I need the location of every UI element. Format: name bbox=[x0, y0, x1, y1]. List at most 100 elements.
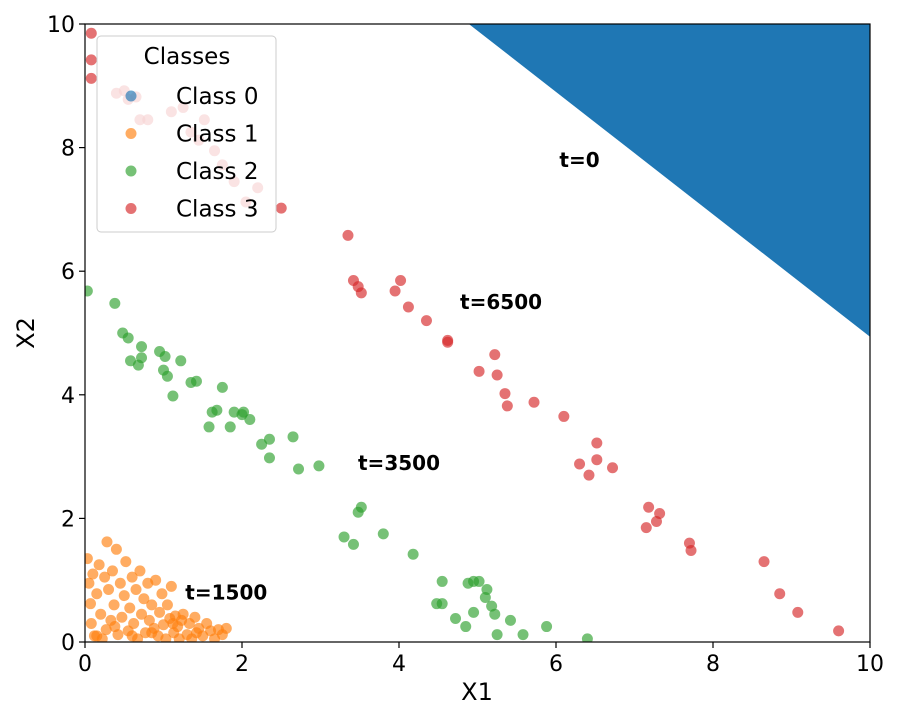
y-tick-label: 0 bbox=[61, 631, 75, 656]
class-2-point bbox=[504, 614, 516, 626]
class-3-point bbox=[685, 545, 697, 557]
class-2-point bbox=[338, 531, 350, 543]
class-1-point bbox=[138, 593, 150, 605]
class-1-point bbox=[99, 571, 111, 583]
class-1-point bbox=[114, 577, 126, 589]
x-tick-label: 10 bbox=[856, 652, 884, 677]
class-3-point bbox=[792, 606, 804, 618]
class-3-point bbox=[833, 625, 845, 637]
y-tick-label: 8 bbox=[61, 137, 75, 162]
axes: 0 2 4 6 8 10 0 2 4 6 8 10 bbox=[47, 13, 884, 677]
class-1-point bbox=[120, 556, 132, 568]
class-3-point bbox=[758, 556, 770, 568]
class-2-point bbox=[450, 613, 462, 625]
class-2-point bbox=[238, 406, 250, 418]
class-2-point bbox=[541, 621, 553, 633]
class-3-point bbox=[85, 54, 97, 66]
class-1-point bbox=[167, 617, 179, 629]
class-1-point bbox=[110, 543, 122, 555]
class-1-point bbox=[128, 617, 140, 629]
legend-entry-label: Class 0 bbox=[176, 84, 258, 110]
class-1-point bbox=[108, 599, 120, 611]
class-3-point bbox=[591, 437, 603, 449]
legend-marker bbox=[125, 203, 137, 214]
legend-entry-label: Class 3 bbox=[176, 197, 258, 223]
class-1-point bbox=[154, 606, 166, 618]
class-3-point bbox=[85, 27, 97, 39]
class-3-point bbox=[355, 287, 367, 299]
class-2-point bbox=[473, 575, 485, 587]
class-1-point bbox=[126, 571, 138, 583]
class-3-point bbox=[774, 588, 786, 600]
class-2-point bbox=[287, 431, 299, 443]
y-axis-label: X2 bbox=[12, 317, 40, 349]
class-0-region bbox=[468, 24, 870, 337]
class-1-point bbox=[85, 598, 96, 610]
class-2-point bbox=[377, 528, 389, 540]
x-tick-label: 4 bbox=[392, 652, 406, 677]
legend-entry-label: Class 2 bbox=[176, 159, 258, 185]
class-1-point bbox=[143, 614, 155, 626]
x-tick-label: 8 bbox=[706, 652, 720, 677]
class-2-point bbox=[581, 633, 593, 642]
class-2-point bbox=[244, 414, 256, 426]
y-tick-label: 2 bbox=[61, 507, 75, 532]
class-2-point bbox=[407, 548, 419, 560]
plot-area bbox=[85, 24, 870, 642]
class-1-point bbox=[93, 559, 105, 571]
class-2-point bbox=[122, 332, 134, 344]
class-1-point bbox=[146, 599, 158, 611]
legend-title: Classes bbox=[144, 44, 231, 70]
legend-marker bbox=[125, 90, 137, 102]
y-tick-label: 4 bbox=[61, 384, 75, 409]
class-2-point bbox=[256, 438, 268, 450]
class-1-point bbox=[85, 553, 93, 565]
class-2-point bbox=[263, 452, 275, 464]
legend-marker bbox=[125, 165, 137, 177]
class-2-point bbox=[313, 460, 325, 472]
class-1-point bbox=[190, 627, 202, 639]
class-3-point bbox=[574, 458, 586, 470]
class-2-point bbox=[347, 538, 359, 550]
class-1-point bbox=[156, 588, 168, 600]
annotations: t=0 t=6500 t=3500 t=1500 bbox=[185, 148, 599, 605]
class-2-point bbox=[211, 404, 223, 416]
class-2-point bbox=[161, 370, 173, 382]
legend-marker bbox=[125, 128, 137, 139]
class-1-point bbox=[116, 611, 128, 623]
class-3-point bbox=[402, 301, 414, 313]
legend-box bbox=[96, 35, 277, 233]
class-1-point bbox=[101, 536, 113, 548]
class-1-point bbox=[177, 608, 189, 620]
class-1-point bbox=[103, 583, 115, 595]
class-1-point bbox=[189, 611, 201, 623]
class-3-point bbox=[395, 274, 407, 286]
time-annotation: t=1500 bbox=[185, 581, 267, 605]
legend-entry-label: Class 1 bbox=[176, 122, 258, 148]
class-1-point bbox=[220, 622, 232, 634]
class-1-point bbox=[118, 590, 130, 602]
class-3-point bbox=[643, 501, 655, 513]
class-3-point bbox=[591, 454, 603, 466]
class-2-point bbox=[216, 381, 228, 393]
class-1-point bbox=[106, 565, 118, 577]
class-1-point bbox=[109, 621, 121, 633]
class-1-point bbox=[124, 602, 136, 614]
class-2-point bbox=[263, 433, 275, 445]
y-tick-label: 10 bbox=[47, 13, 75, 38]
class-3-point bbox=[420, 315, 432, 327]
class-2-point bbox=[468, 606, 480, 618]
class-1-point bbox=[150, 574, 162, 586]
class-2-point bbox=[159, 350, 171, 362]
class-1-point bbox=[134, 565, 146, 577]
class-3-point bbox=[275, 202, 287, 214]
class-3-point bbox=[607, 462, 619, 474]
class-2-point bbox=[460, 621, 472, 633]
x-tick-label: 6 bbox=[549, 652, 563, 677]
class-1-point bbox=[100, 624, 112, 636]
class-3-point bbox=[442, 334, 454, 346]
class-2-point bbox=[355, 501, 367, 513]
time-annotation: t=6500 bbox=[460, 290, 542, 314]
class-1-point bbox=[87, 568, 99, 580]
class-3-point bbox=[654, 507, 666, 519]
